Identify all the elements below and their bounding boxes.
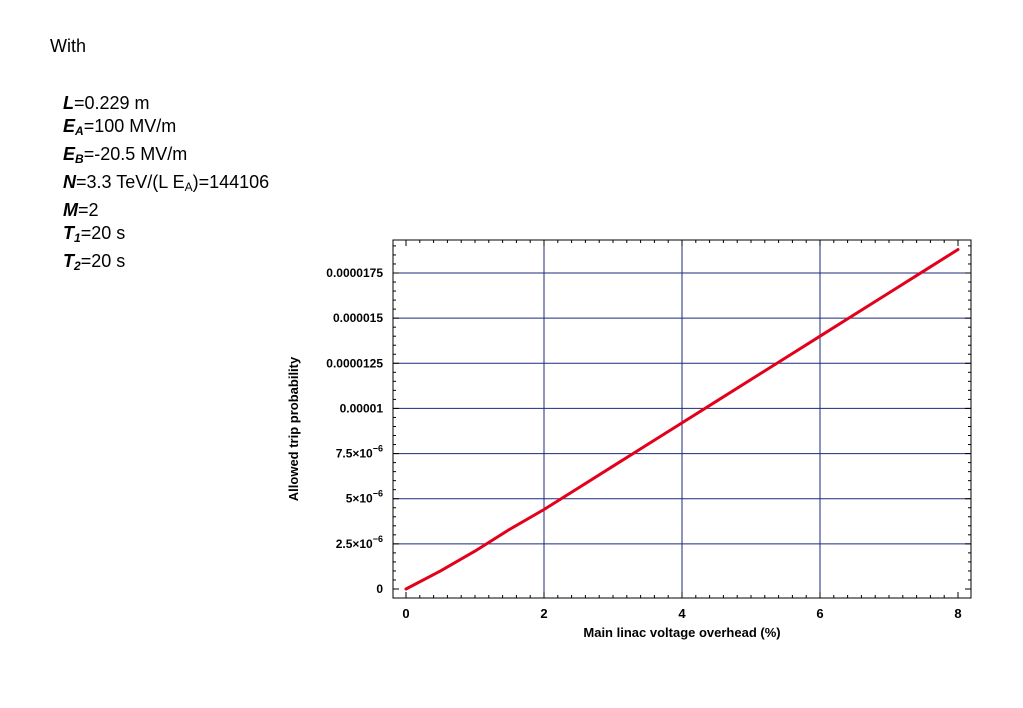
param-number: N=3.3 TeV/(L EA)=144106 (63, 171, 269, 199)
param-value: =20 s (80, 251, 126, 271)
x-axis-label: Main linac voltage overhead (%) (583, 625, 780, 640)
intro-label: With (50, 36, 86, 56)
y-tick-label: 2.5×10−6 (336, 534, 383, 551)
x-tick-label: 0 (402, 606, 409, 621)
y-axis-label: Allowed trip probability (286, 356, 301, 501)
param-symbol: EB (63, 144, 84, 166)
x-tick-label: 8 (954, 606, 961, 621)
param-value-sub: A (184, 180, 193, 194)
y-tick-label: 5×10−6 (346, 489, 383, 506)
param-value: =0.229 m (74, 93, 150, 113)
param-value-tail: )=144106 (192, 172, 270, 192)
y-tick-label: 0.000015 (333, 311, 383, 325)
x-tick-labels: 0 2 4 6 8 (402, 606, 961, 621)
param-t1: T1=20 s (63, 222, 269, 250)
param-symbol: M (63, 200, 78, 220)
x-tick-label: 2 (540, 606, 547, 621)
x-tick-label: 4 (678, 606, 686, 621)
param-value: =3.3 TeV/(L E (76, 172, 185, 192)
parameter-list: L=0.229 m EA=100 MV/m EB=-20.5 MV/m N=3.… (63, 92, 269, 278)
grid-lines (393, 240, 971, 598)
param-value: =20 s (80, 223, 126, 243)
param-t2: T2=20 s (63, 250, 269, 278)
param-symbol: EA (63, 116, 84, 138)
param-accelerating-gradient: EA=100 MV/m (63, 115, 269, 143)
series-layer (404, 248, 960, 591)
y-tick-label: 0 (376, 582, 383, 596)
minor-ticks (393, 240, 971, 598)
param-symbol: T1 (63, 223, 81, 245)
param-value: =-20.5 MV/m (83, 144, 188, 164)
param-symbol: L (63, 93, 74, 113)
y-tick-label: 0.0000125 (326, 356, 383, 370)
y-tick-label: 0.00001 (340, 401, 384, 415)
y-tick-label: 0.0000175 (326, 266, 383, 280)
data-series-line (404, 248, 960, 591)
param-symbol: N (63, 172, 76, 192)
param-symbol: T2 (63, 251, 81, 273)
param-decelerating-gradient: EB=-20.5 MV/m (63, 143, 269, 171)
param-length: L=0.229 m (63, 92, 269, 115)
x-tick-label: 6 (816, 606, 823, 621)
param-value: =100 MV/m (83, 116, 177, 136)
y-tick-label: 7.5×10−6 (336, 444, 383, 461)
y-tick-labels: 0 2.5×10−6 5×10−6 7.5×10−6 0.00001 0.0000125 0… (326, 266, 383, 596)
param-m: M=2 (63, 199, 269, 222)
param-value: =2 (78, 200, 99, 220)
